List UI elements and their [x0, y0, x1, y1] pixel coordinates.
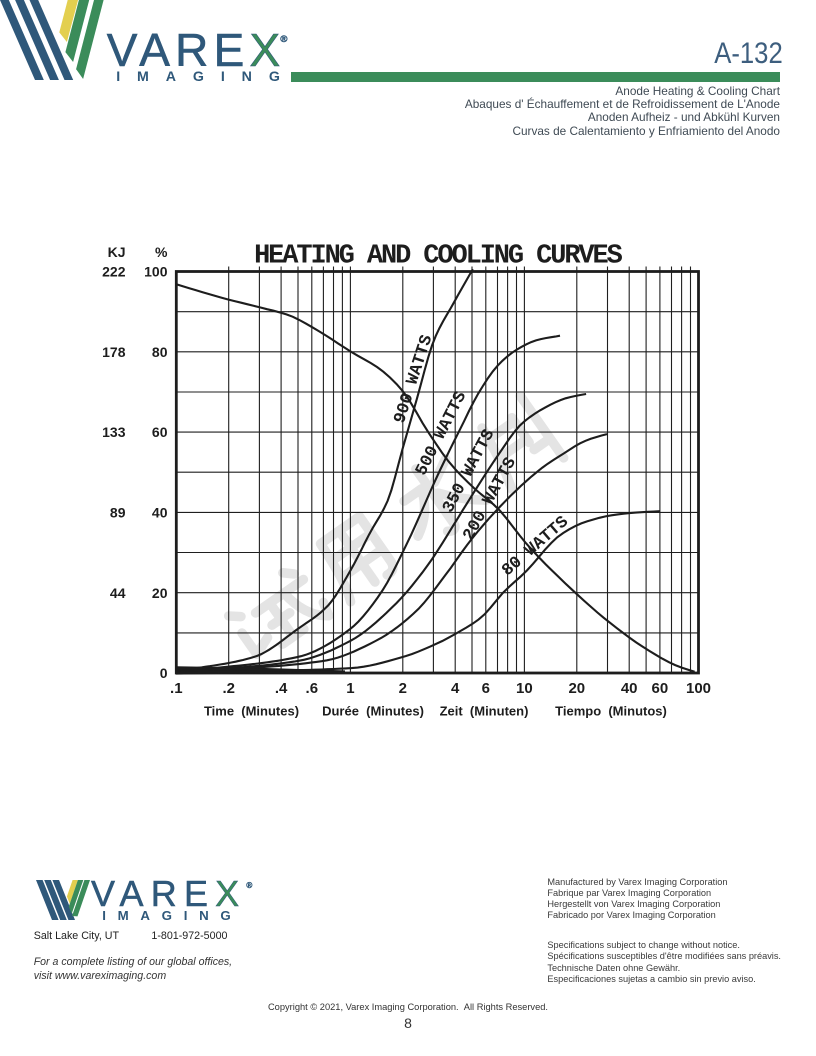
svg-text:.4: .4: [275, 680, 288, 697]
svg-text:Time (Minutes): Time (Minutes): [204, 703, 299, 718]
svg-text:20: 20: [568, 680, 585, 697]
svg-text:.2: .2: [222, 680, 235, 697]
svg-text:178: 178: [102, 344, 126, 360]
svg-text:Zeit (Minuten): Zeit (Minuten): [440, 703, 529, 718]
svg-text:%: %: [155, 244, 168, 260]
svg-text:60: 60: [652, 680, 669, 697]
svg-text:Durée (Minutes): Durée (Minutes): [322, 703, 424, 718]
svg-text:20: 20: [152, 585, 168, 601]
svg-text:60: 60: [152, 424, 168, 440]
svg-text:KJ: KJ: [108, 244, 126, 260]
svg-text:1: 1: [346, 680, 354, 697]
svg-text:80: 80: [152, 344, 168, 360]
svg-text:133: 133: [102, 424, 126, 440]
svg-text:89: 89: [110, 505, 126, 521]
svg-text:6: 6: [482, 680, 490, 697]
svg-text:44: 44: [110, 585, 126, 601]
svg-text:10: 10: [516, 680, 533, 697]
svg-text:100: 100: [144, 264, 168, 280]
svg-text:40: 40: [152, 505, 168, 521]
svg-text:4: 4: [451, 680, 460, 697]
svg-text:222: 222: [102, 264, 126, 280]
svg-text:40: 40: [621, 680, 638, 697]
svg-text:100: 100: [686, 680, 711, 697]
svg-text:.1: .1: [170, 680, 183, 697]
svg-text:0: 0: [160, 665, 168, 681]
svg-text:Tiempo (Minutos): Tiempo (Minutos): [555, 703, 667, 718]
svg-text:2: 2: [399, 680, 407, 697]
svg-text:HEATING AND COOLING CURVES: HEATING AND COOLING CURVES: [254, 242, 623, 272]
svg-text:.6: .6: [306, 680, 319, 697]
